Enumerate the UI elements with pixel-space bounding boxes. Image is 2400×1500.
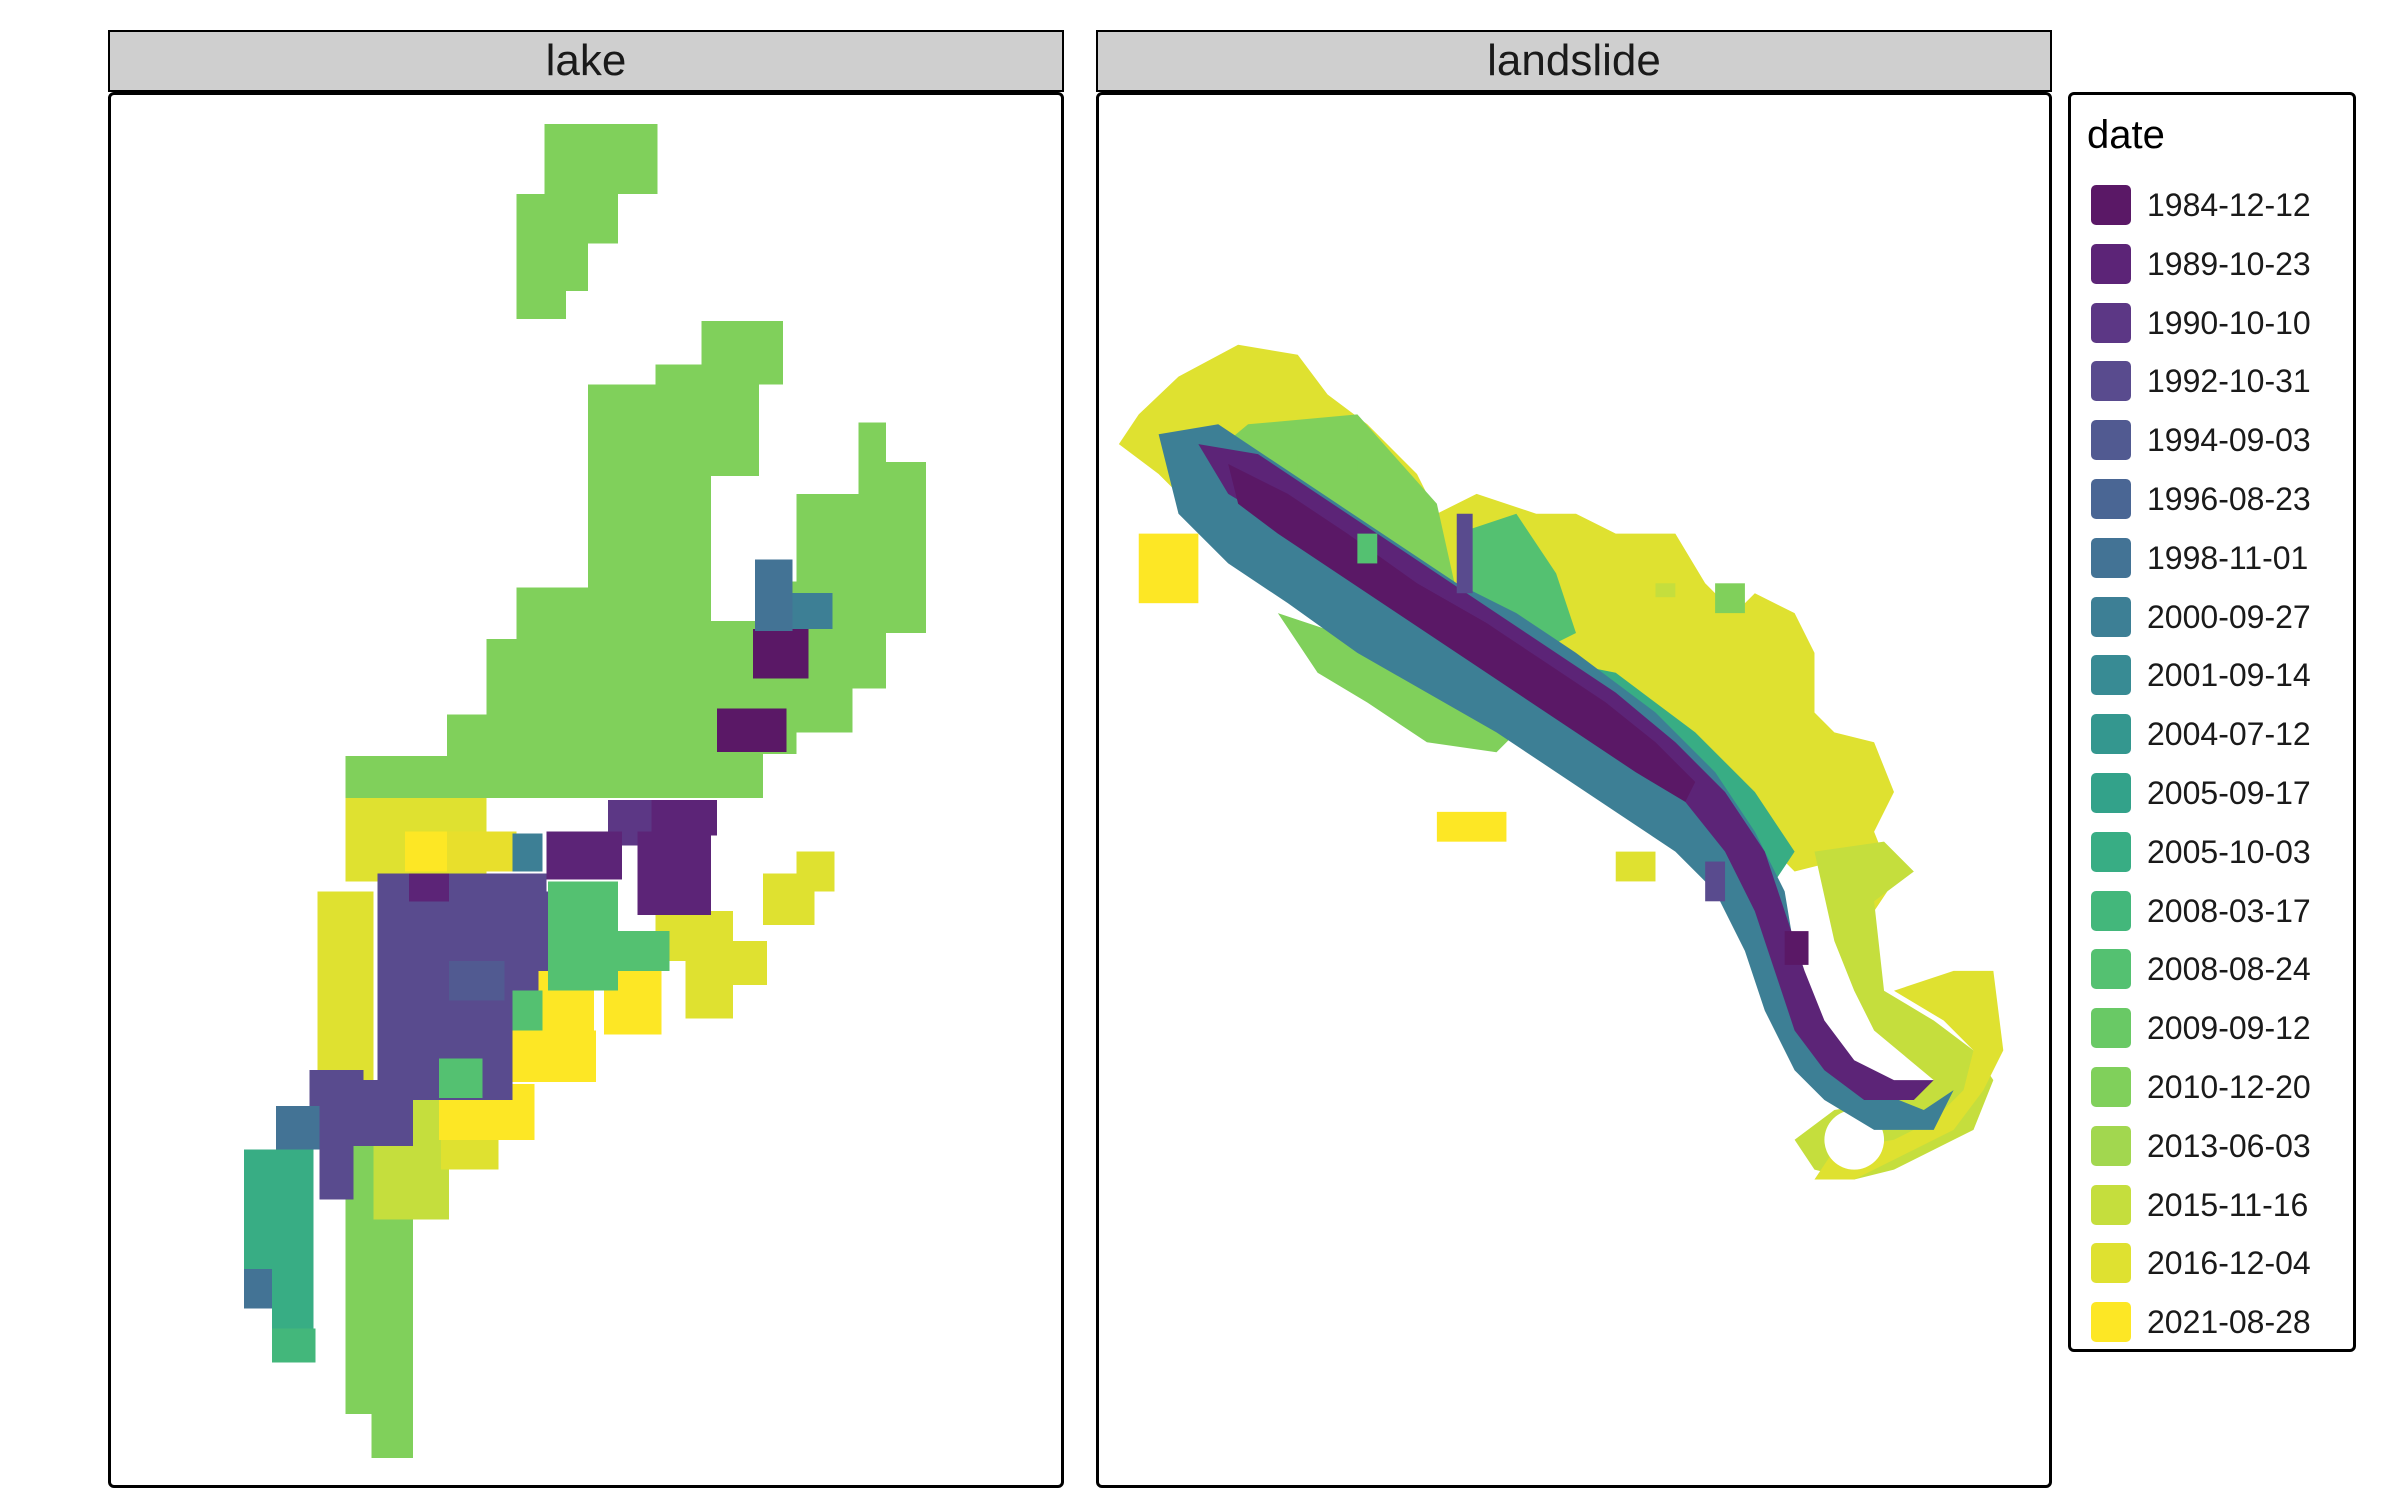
- legend-key: [2091, 596, 2131, 637]
- legend-label: 2015-11-16: [2147, 1186, 2309, 1223]
- legend-label: 2013-06-03: [2147, 1127, 2311, 1164]
- facet-strip-landslide: landslide: [1096, 30, 2052, 92]
- lake-yellow-region: [317, 797, 835, 1220]
- legend-key: [2091, 1125, 2131, 1166]
- lake-map: [244, 124, 926, 1458]
- legend-label: 1996-08-23: [2147, 480, 2311, 517]
- legend-key: [2091, 714, 2131, 755]
- landslide-purple-core: [1198, 444, 1934, 1101]
- legend-key: [2091, 949, 2131, 990]
- legend-label: 1992-10-31: [2147, 363, 2311, 400]
- legend-label: 2000-09-27: [2147, 598, 2311, 635]
- legend-item: 1990-10-10: [2071, 293, 2353, 352]
- legend-label: 2008-08-24: [2147, 951, 2311, 988]
- lake-blue-green-region: [244, 559, 833, 1363]
- legend-item: 2015-11-16: [2071, 1175, 2353, 1234]
- panel-landslide: [1096, 92, 2052, 1488]
- legend-label: 2009-09-12: [2147, 1010, 2311, 1047]
- legend-item: 1992-10-31: [2071, 351, 2353, 410]
- legend-key: [2091, 1008, 2131, 1049]
- legend-key: [2091, 831, 2131, 872]
- legend-label: 1998-11-01: [2147, 539, 2309, 576]
- legend-item: 2016-12-04: [2071, 1233, 2353, 1292]
- legend-item: 2005-09-17: [2071, 763, 2353, 822]
- legend-item: 2005-10-03: [2071, 822, 2353, 881]
- legend-item: 2001-09-14: [2071, 645, 2353, 704]
- legend: date 1984-12-12 1989-10-23 1990-10-10 1992-…: [2068, 92, 2356, 1352]
- legend-label: 2010-12-20: [2147, 1068, 2311, 1105]
- legend-key: [2091, 1243, 2131, 1284]
- legend-item: 1998-11-01: [2071, 528, 2353, 587]
- legend-key: [2091, 890, 2131, 931]
- legend-key: [2091, 478, 2131, 519]
- landslide-highlights: [1138, 454, 1745, 882]
- legend-label: 2016-12-04: [2147, 1245, 2311, 1282]
- legend-label: 1989-10-23: [2147, 245, 2311, 282]
- legend-item: 2004-07-12: [2071, 704, 2353, 763]
- legend-label: 2021-08-28: [2147, 1304, 2311, 1341]
- panel-lake: [108, 92, 1064, 1488]
- legend-item: 2008-08-24: [2071, 939, 2353, 998]
- legend-label: 2008-03-17: [2147, 892, 2311, 929]
- facet-title-lake: lake: [545, 36, 627, 85]
- lake-main-green-body: [345, 320, 926, 798]
- legend-item: 1989-10-23: [2071, 234, 2353, 293]
- legend-key: [2091, 302, 2131, 343]
- lake-north-island: [516, 124, 658, 319]
- legend-item: 2009-09-12: [2071, 998, 2353, 1057]
- legend-item: 2021-08-28: [2071, 1292, 2353, 1351]
- legend-item: 1994-09-03: [2071, 410, 2353, 469]
- legend-key: [2091, 537, 2131, 578]
- legend-key: [2091, 655, 2131, 696]
- legend-key: [2091, 1066, 2131, 1107]
- legend-item: 2008-03-17: [2071, 881, 2353, 940]
- legend-key: [2091, 361, 2131, 402]
- legend-list: 1984-12-12 1989-10-23 1990-10-10 1992-10-31…: [2071, 175, 2353, 1351]
- facet-title-landslide: landslide: [1487, 36, 1661, 85]
- lake-south-green-strip: [345, 1189, 414, 1458]
- landslide-map: [1118, 344, 2004, 1180]
- legend-label: 1990-10-10: [2147, 304, 2311, 341]
- legend-key: [2091, 772, 2131, 813]
- legend-key: [2091, 185, 2131, 225]
- legend-label: 1984-12-12: [2147, 187, 2311, 223]
- legend-label: 2004-07-12: [2147, 716, 2311, 753]
- legend-item: 2010-12-20: [2071, 1057, 2353, 1116]
- lake-green-region: [345, 124, 926, 1458]
- legend-item: 1996-08-23: [2071, 469, 2353, 528]
- legend-item: 1984-12-12: [2071, 175, 2353, 234]
- legend-item: 2000-09-27: [2071, 587, 2353, 646]
- legend-title: date: [2087, 113, 2165, 157]
- legend-label: 1994-09-03: [2147, 422, 2311, 459]
- landslide-blue-channel: [1158, 424, 1954, 1130]
- legend-key: [2091, 243, 2131, 284]
- legend-item: 2013-06-03: [2071, 1116, 2353, 1175]
- legend-key: [2091, 1184, 2131, 1225]
- legend-label: 2005-09-17: [2147, 774, 2311, 811]
- facet-strip-lake: lake: [108, 30, 1064, 92]
- legend-label: 2005-10-03: [2147, 833, 2311, 870]
- legend-label: 2001-09-14: [2147, 657, 2311, 694]
- legend-key: [2091, 420, 2131, 461]
- legend-key: [2091, 1302, 2131, 1343]
